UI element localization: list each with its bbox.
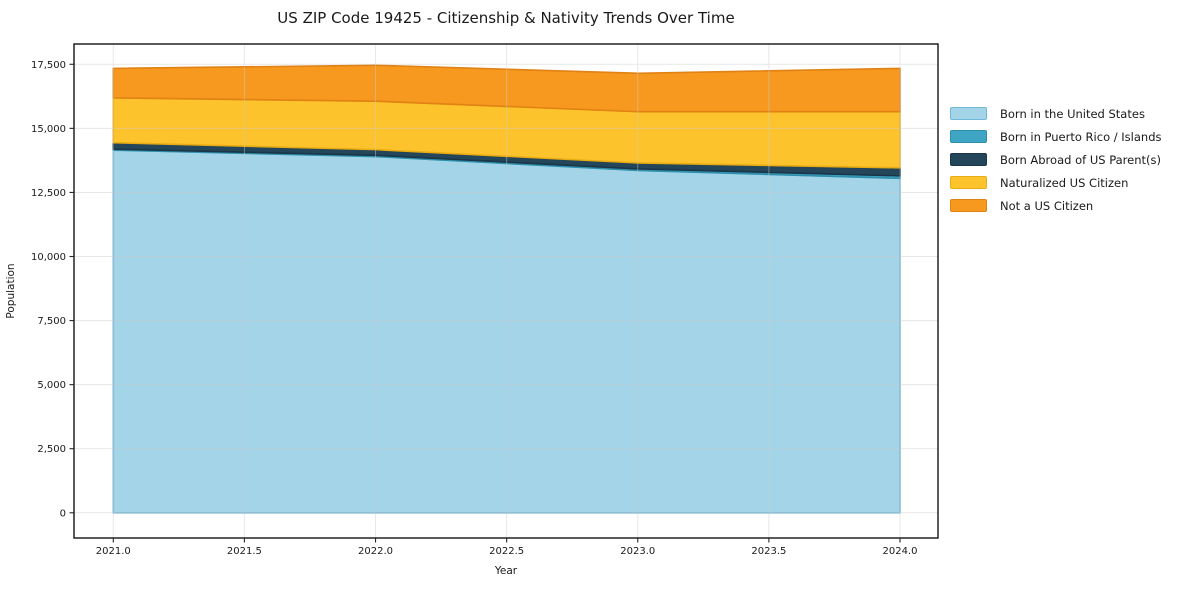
x-tick-label: 2022.5 <box>489 546 524 557</box>
y-tick-label: 12,500 <box>31 188 66 199</box>
x-tick-label: 2021.0 <box>96 546 131 557</box>
plot-frame <box>73 43 939 539</box>
legend-swatch-born-us <box>950 107 987 120</box>
area-not-citizen <box>112 64 901 113</box>
legend-item-born-abroad: Born Abroad of US Parent(s) <box>950 148 1162 171</box>
y-tick-label: 10,000 <box>31 252 66 263</box>
y-tick-label: 0 <box>60 508 66 519</box>
legend-label-born-pr-islands: Born in Puerto Rico / Islands <box>1000 129 1162 144</box>
chart-title: US ZIP Code 19425 - Citizenship & Nativi… <box>277 9 735 27</box>
x-tick-label: 2021.5 <box>227 546 262 557</box>
y-tick-label: 2,500 <box>37 444 66 455</box>
legend-swatch-born-pr-islands <box>950 130 987 143</box>
y-tick-label: 7,500 <box>37 316 66 327</box>
x-tick-label: 2023.0 <box>620 546 655 557</box>
y-tick-label: 15,000 <box>31 124 66 135</box>
x-tick-label: 2024.0 <box>882 546 917 557</box>
legend-swatch-naturalized <box>950 176 987 189</box>
y-tick-label: 17,500 <box>31 60 66 71</box>
x-axis-label: Year <box>494 565 518 577</box>
x-tick-label: 2023.5 <box>751 546 786 557</box>
legend-label-born-us: Born in the United States <box>1000 106 1145 121</box>
gridlines <box>74 44 938 538</box>
legend-label-not-citizen: Not a US Citizen <box>1000 198 1094 213</box>
x-tick-label: 2022.0 <box>358 546 393 557</box>
legend-item-naturalized: Naturalized US Citizen <box>950 171 1162 194</box>
legend: Born in the United States Born in Puerto … <box>950 102 1162 217</box>
tick-labels: 0 2,500 5,000 7,500 10,000 12,500 15,000 17,500… <box>31 60 917 557</box>
legend-item-born-pr-islands: Born in Puerto Rico / Islands <box>950 125 1162 148</box>
legend-label-naturalized: Naturalized US Citizen <box>1000 175 1129 190</box>
legend-item-born-us: Born in the United States <box>950 102 1162 125</box>
ticks <box>69 63 901 543</box>
legend-swatch-not-citizen <box>950 199 987 212</box>
legend-item-not-citizen: Not a US Citizen <box>950 194 1162 217</box>
legend-swatch-born-abroad <box>950 153 987 166</box>
stacked-areas <box>112 64 901 514</box>
legend-label-born-abroad: Born Abroad of US Parent(s) <box>1000 152 1161 167</box>
y-tick-label: 5,000 <box>37 380 66 391</box>
